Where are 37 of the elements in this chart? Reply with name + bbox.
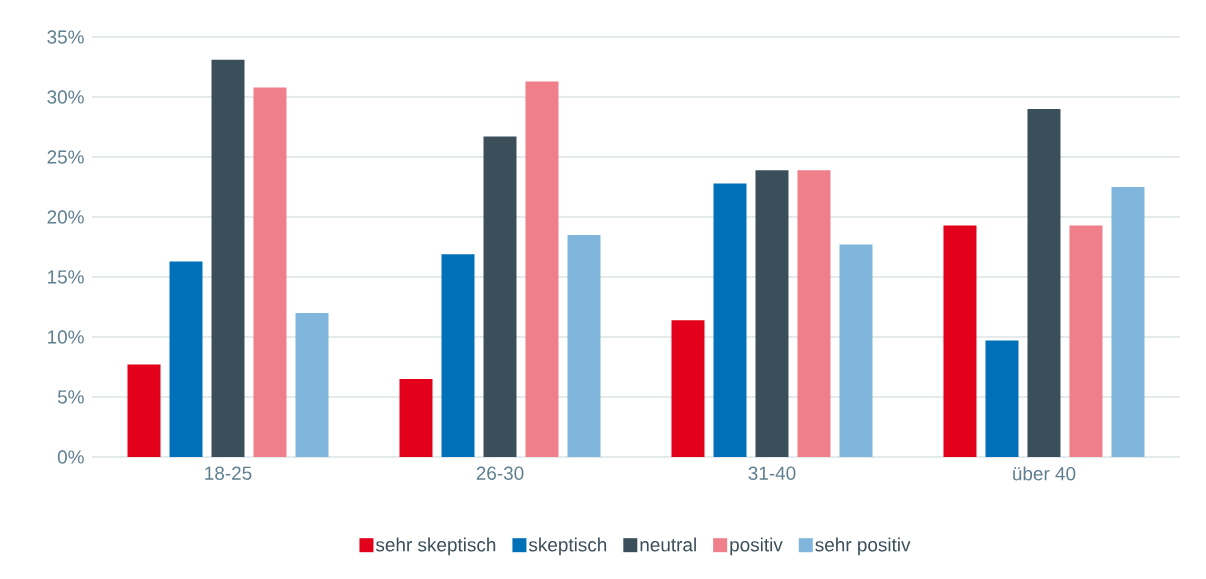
legend-label: neutral <box>640 537 696 552</box>
bar <box>839 244 873 457</box>
bar <box>1111 186 1145 457</box>
x-tick-label: 26-30 <box>476 466 524 480</box>
bar <box>1027 108 1061 457</box>
x-tick-label: 18-25 <box>205 466 252 480</box>
bar <box>671 320 705 457</box>
y-tick-label: 20% <box>47 210 84 224</box>
legend-label: sehr positiv <box>815 537 911 556</box>
legend-label: positiv <box>730 537 783 556</box>
bar <box>755 170 789 457</box>
bar <box>127 364 161 457</box>
bar <box>295 312 329 457</box>
y-tick-label: 5% <box>57 390 84 404</box>
bar <box>525 81 559 457</box>
bar <box>253 87 287 457</box>
bar <box>1069 225 1103 457</box>
x-tick-label: 31-40 <box>748 466 796 480</box>
bar <box>399 378 433 457</box>
bar <box>797 170 831 457</box>
bar <box>169 261 203 457</box>
bar <box>713 183 747 457</box>
bar <box>441 254 475 457</box>
bar <box>567 234 601 457</box>
y-tick-label: 35% <box>47 30 84 44</box>
bar <box>211 59 245 457</box>
y-tick-label: 25% <box>47 150 84 164</box>
legend-label: skeptisch <box>528 537 607 556</box>
y-tick-label: 15% <box>48 270 84 284</box>
y-tick-label: 10% <box>48 330 84 344</box>
legend-label: sehr skeptisch <box>375 537 496 556</box>
x-tick-label: über 40 <box>1013 466 1076 481</box>
y-tick-label: 30% <box>47 90 84 104</box>
y-tick-label: 0% <box>57 450 84 464</box>
bar <box>943 225 977 457</box>
bar <box>985 340 1019 457</box>
bar <box>483 136 517 457</box>
